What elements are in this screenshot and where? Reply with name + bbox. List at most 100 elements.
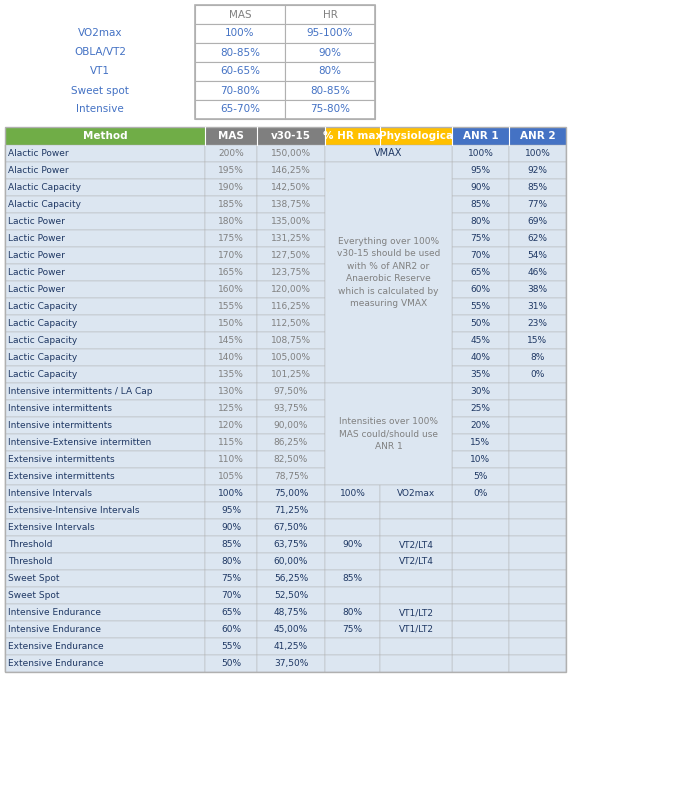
- Text: 60%: 60%: [470, 285, 491, 294]
- Bar: [205, 536, 257, 553]
- Bar: [5, 145, 205, 162]
- Bar: [5, 213, 205, 230]
- Bar: [380, 127, 452, 145]
- Bar: [325, 519, 380, 536]
- Text: 120,00%: 120,00%: [271, 285, 311, 294]
- Bar: [195, 62, 285, 81]
- Bar: [257, 366, 325, 383]
- Bar: [257, 162, 325, 179]
- Bar: [5, 196, 205, 213]
- Bar: [205, 281, 257, 298]
- Bar: [205, 349, 257, 366]
- Text: 60-65%: 60-65%: [220, 67, 260, 76]
- Bar: [325, 383, 452, 485]
- Bar: [205, 587, 257, 604]
- Bar: [452, 468, 509, 485]
- Bar: [257, 553, 325, 570]
- Text: 95%: 95%: [221, 506, 241, 515]
- Bar: [5, 349, 205, 366]
- Bar: [452, 281, 509, 298]
- Text: 50%: 50%: [221, 659, 241, 668]
- Bar: [5, 281, 205, 298]
- Bar: [509, 519, 566, 536]
- Text: Threshold: Threshold: [8, 557, 53, 566]
- Bar: [257, 502, 325, 519]
- Bar: [5, 485, 205, 502]
- Text: 150%: 150%: [218, 319, 244, 328]
- Text: VO2max: VO2max: [397, 489, 435, 498]
- Bar: [205, 366, 257, 383]
- Bar: [257, 604, 325, 621]
- Text: 165%: 165%: [218, 268, 244, 277]
- Text: 82,50%: 82,50%: [274, 455, 308, 464]
- Bar: [205, 485, 257, 502]
- Text: 90%: 90%: [343, 540, 362, 549]
- Text: 130%: 130%: [218, 387, 244, 396]
- Bar: [257, 638, 325, 655]
- Bar: [257, 536, 325, 553]
- Bar: [509, 230, 566, 247]
- Bar: [257, 145, 325, 162]
- Text: HR: HR: [322, 9, 337, 20]
- Text: 86,25%: 86,25%: [274, 438, 308, 447]
- Bar: [509, 213, 566, 230]
- Bar: [509, 315, 566, 332]
- Bar: [325, 638, 380, 655]
- Bar: [5, 638, 205, 655]
- Text: 85%: 85%: [527, 183, 548, 192]
- Bar: [452, 621, 509, 638]
- Bar: [509, 553, 566, 570]
- Bar: [5, 127, 566, 672]
- Bar: [195, 5, 375, 119]
- Text: 75%: 75%: [221, 574, 241, 583]
- Bar: [5, 570, 205, 587]
- Bar: [285, 5, 375, 24]
- Text: Lactic Power: Lactic Power: [8, 251, 65, 260]
- Text: 97,50%: 97,50%: [274, 387, 308, 396]
- Text: 70%: 70%: [470, 251, 491, 260]
- Bar: [509, 179, 566, 196]
- Bar: [257, 570, 325, 587]
- Bar: [452, 298, 509, 315]
- Text: Intensive-Extensive intermitten: Intensive-Extensive intermitten: [8, 438, 151, 447]
- Bar: [205, 383, 257, 400]
- Text: Extensive Endurance: Extensive Endurance: [8, 659, 103, 668]
- Text: 123,75%: 123,75%: [271, 268, 311, 277]
- Bar: [452, 162, 509, 179]
- Text: % HR max: % HR max: [323, 131, 382, 141]
- Bar: [195, 43, 285, 62]
- Text: 93,75%: 93,75%: [274, 404, 308, 413]
- Bar: [205, 230, 257, 247]
- Bar: [5, 127, 205, 145]
- Bar: [257, 383, 325, 400]
- Text: Lactic Capacity: Lactic Capacity: [8, 370, 77, 379]
- Text: MAS: MAS: [228, 9, 251, 20]
- Bar: [325, 145, 452, 162]
- Text: 69%: 69%: [527, 217, 548, 226]
- Bar: [205, 434, 257, 451]
- Bar: [205, 621, 257, 638]
- Text: 52,50%: 52,50%: [274, 591, 308, 600]
- Bar: [452, 213, 509, 230]
- Bar: [452, 587, 509, 604]
- Text: 0%: 0%: [473, 489, 487, 498]
- Text: 45%: 45%: [470, 336, 491, 345]
- Bar: [452, 536, 509, 553]
- Bar: [5, 5, 195, 24]
- Bar: [5, 502, 205, 519]
- Bar: [509, 383, 566, 400]
- Text: 70-80%: 70-80%: [220, 86, 260, 96]
- Bar: [205, 604, 257, 621]
- Text: Extensive-Intensive Intervals: Extensive-Intensive Intervals: [8, 506, 139, 515]
- Text: 70%: 70%: [221, 591, 241, 600]
- Text: Alactic Power: Alactic Power: [8, 149, 69, 158]
- Text: 71,25%: 71,25%: [274, 506, 308, 515]
- Bar: [205, 247, 257, 264]
- Bar: [509, 587, 566, 604]
- Bar: [5, 24, 195, 43]
- Bar: [452, 485, 509, 502]
- Text: Sweet spot: Sweet spot: [71, 86, 129, 96]
- Bar: [257, 587, 325, 604]
- Bar: [452, 332, 509, 349]
- Text: v30-15: v30-15: [271, 131, 311, 141]
